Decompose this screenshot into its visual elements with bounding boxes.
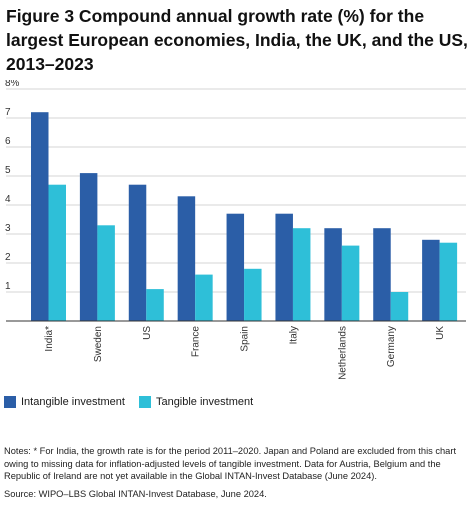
- bar-intangible: [177, 196, 196, 321]
- bar-intangible: [422, 239, 440, 321]
- bar-intangible: [128, 184, 147, 321]
- y-tick-label: 3: [5, 223, 11, 234]
- y-axis-tick-labels: 1 2 3 4 5 6 7 8%: [5, 80, 20, 292]
- bar-tangible: [97, 225, 115, 321]
- legend-swatch-intangible: [4, 396, 16, 408]
- x-axis-tick-labels: India* Sweden US France Spain Italy Netherland…: [44, 326, 446, 380]
- bar-tangible: [146, 289, 164, 321]
- x-tick-label: France: [191, 326, 202, 358]
- bar-intangible: [275, 213, 293, 321]
- bar-tangible: [292, 228, 311, 321]
- legend-label-tangible: Tangible investment: [155, 396, 254, 408]
- y-tick-label: 4: [5, 194, 11, 205]
- x-tick-label: India*: [44, 326, 55, 352]
- bar-intangible: [373, 228, 391, 321]
- x-tick-label: Germany: [386, 326, 397, 367]
- x-tick-label: Netherlands: [337, 326, 348, 380]
- y-tick-label: 2: [5, 252, 11, 263]
- legend: Intangible investment Tangible investmen…: [4, 396, 267, 408]
- bar-tangible: [195, 274, 213, 321]
- bar-tangible: [244, 268, 262, 321]
- x-tick-label: Sweden: [93, 326, 104, 362]
- bar-intangible: [79, 173, 98, 321]
- legend-swatch-tangible: [138, 396, 151, 408]
- bar-tangible: [390, 292, 409, 321]
- y-tick-label: 6: [5, 136, 11, 147]
- y-tick-label: 1: [5, 281, 11, 292]
- bar-intangible: [324, 228, 342, 321]
- bars: [31, 112, 458, 321]
- bar-tangible: [48, 184, 66, 321]
- x-tick-label: UK: [435, 326, 446, 340]
- legend-item-intangible: Intangible investment: [4, 396, 125, 408]
- bar-tangible: [439, 242, 458, 321]
- y-tick-label: 7: [5, 107, 11, 118]
- legend-item-tangible: Tangible investment: [138, 396, 254, 408]
- legend-label-intangible: Intangible investment: [21, 396, 125, 408]
- y-tick-label: 8%: [5, 80, 20, 89]
- x-tick-label: US: [142, 326, 153, 340]
- chart-title: Figure 3 Compound annual growth rate (%)…: [6, 6, 468, 74]
- bar-intangible: [226, 213, 245, 321]
- x-tick-label: Spain: [240, 326, 251, 352]
- y-tick-label: 5: [5, 165, 11, 176]
- bar-tangible: [341, 245, 360, 321]
- x-tick-label: Italy: [288, 326, 299, 344]
- chart-source: Source: WIPO–LBS Global INTAN-Invest Dat…: [4, 489, 267, 499]
- bar-chart: 1 2 3 4 5 6 7 8% India* Sweden US France Spain Italy…: [5, 80, 466, 380]
- chart-notes: Notes: * For India, the growth rate is f…: [4, 446, 457, 481]
- bar-intangible: [31, 112, 49, 321]
